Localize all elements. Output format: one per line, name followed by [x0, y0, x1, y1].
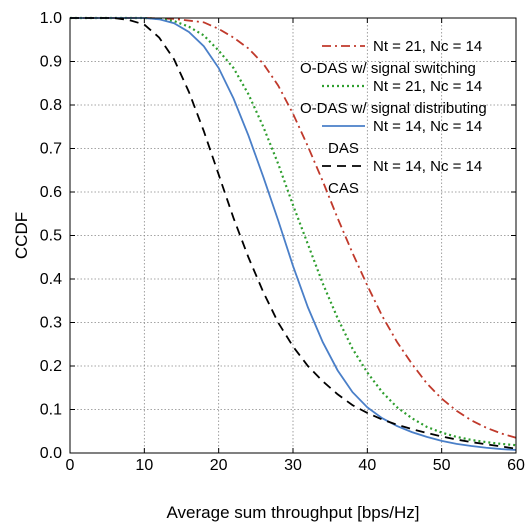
- y-tick-label: 0.4: [40, 271, 62, 288]
- x-tick-label: 0: [66, 457, 75, 474]
- y-tick-label: 0.3: [40, 315, 62, 332]
- series-line-o-das-w-signal-distributing: [70, 16, 517, 447]
- x-tick-label: 60: [507, 457, 525, 474]
- y-tick-label: 0.8: [40, 97, 62, 114]
- y-tick-label: 0.2: [40, 358, 62, 375]
- y-tick-label: 0.9: [40, 54, 62, 71]
- x-axis-label: Average sum throughput [bps/Hz]: [167, 503, 420, 522]
- y-tick-label: 0.6: [40, 184, 62, 201]
- y-tick-label: 0.7: [40, 141, 62, 158]
- y-axis-label: CCDF: [12, 212, 31, 259]
- x-tick-label: 50: [433, 457, 451, 474]
- x-tick-label: 30: [284, 457, 302, 474]
- legend: Nt = 21, Nc = 14O-DAS w/ signal switchin…: [300, 38, 487, 197]
- axis-ticks: 0 10 20 30 40 50 60 0.0 0.1 0.2 0.3 0.4 0.5 0.6 0.7 0.8…: [40, 10, 525, 474]
- y-tick-label: 1.0: [40, 10, 62, 27]
- legend-series-label: O-DAS w/ signal distributing: [300, 100, 487, 117]
- grid-lines: [70, 18, 516, 453]
- legend-series-name: Nt = 21, Nc = 14: [373, 38, 482, 55]
- series-lines: [70, 16, 517, 451]
- legend-series-label: DAS: [328, 140, 359, 157]
- series-line-das: [70, 17, 517, 451]
- legend-series-name: Nt = 21, Nc = 14: [373, 78, 482, 95]
- legend-series-name: Nt = 14, Nc = 14: [373, 158, 482, 175]
- legend-series-label: CAS: [328, 180, 359, 197]
- legend-series-label: O-DAS w/ signal switching: [300, 60, 476, 77]
- series-line-o-das-w-signal-switching: [70, 17, 517, 439]
- x-tick-label: 40: [358, 457, 376, 474]
- x-tick-label: 10: [135, 457, 153, 474]
- y-tick-label: 0.1: [40, 402, 62, 419]
- y-tick-label: 0.5: [40, 228, 62, 245]
- x-tick-label: 20: [210, 457, 228, 474]
- y-tick-label: 0.0: [40, 445, 62, 462]
- legend-series-name: Nt = 14, Nc = 14: [373, 118, 482, 135]
- series-line-cas: [70, 17, 517, 450]
